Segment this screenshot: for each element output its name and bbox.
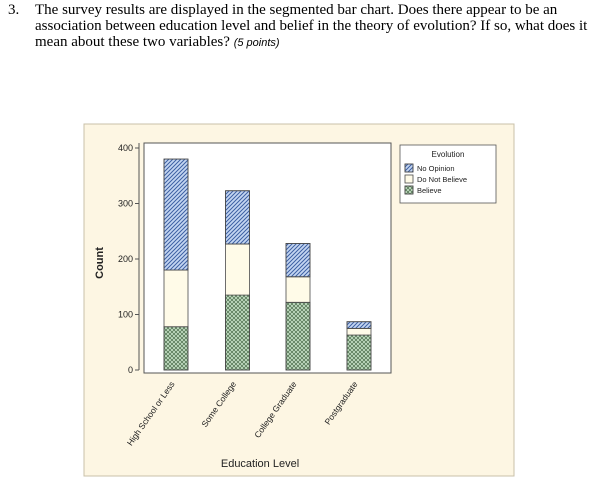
legend: Evolution No Opinion Do Not Believe Believ… xyxy=(399,144,497,204)
bar-pattern-believe xyxy=(225,294,250,371)
bar-pattern-believe xyxy=(285,301,311,371)
legend-title: Evolution xyxy=(432,150,465,159)
legend-box xyxy=(399,144,497,204)
legend-swatch-do-not-believe xyxy=(404,174,414,184)
bars-layer xyxy=(163,158,372,371)
bar-segment-do-not-believe xyxy=(225,243,250,296)
y-tick-label: 100 xyxy=(118,310,133,320)
y-axis-label: Count xyxy=(94,247,106,279)
y-tick-label: 200 xyxy=(118,254,133,264)
bar-pattern-no-opinion xyxy=(225,190,250,245)
bar-pattern-no-opinion xyxy=(163,158,189,271)
question-number: 3. xyxy=(8,2,20,18)
question-points: (5 points) xyxy=(233,37,280,49)
legend-items: No Opinion Do Not Believe Believe xyxy=(404,163,467,195)
question: 3. The survey results are displayed in t… xyxy=(8,2,598,51)
legend-label-do-not-believe: Do Not Believe xyxy=(417,175,467,184)
legend-swatch-pattern-believe xyxy=(404,185,414,195)
bar-pattern-believe xyxy=(163,326,189,371)
legend-swatch-pattern-no-opinion xyxy=(404,163,414,173)
y-tick-label: 0 xyxy=(128,365,133,375)
y-tick-label: 400 xyxy=(118,143,133,153)
bar-pattern-no-opinion xyxy=(346,321,372,329)
legend-label-no-opinion: No Opinion xyxy=(417,164,455,173)
legend-label-believe: Believe xyxy=(417,186,442,195)
bar-segment-do-not-believe xyxy=(163,269,189,328)
y-tick-label: 300 xyxy=(118,199,133,209)
bar-segment-do-not-believe xyxy=(285,276,311,303)
x-axis-label: Education Level xyxy=(221,458,299,470)
bar-pattern-no-opinion xyxy=(285,243,311,278)
bar-pattern-believe xyxy=(346,334,372,371)
question-text: The survey results are displayed in the … xyxy=(35,2,588,50)
bar-segment-do-not-believe xyxy=(346,327,372,336)
